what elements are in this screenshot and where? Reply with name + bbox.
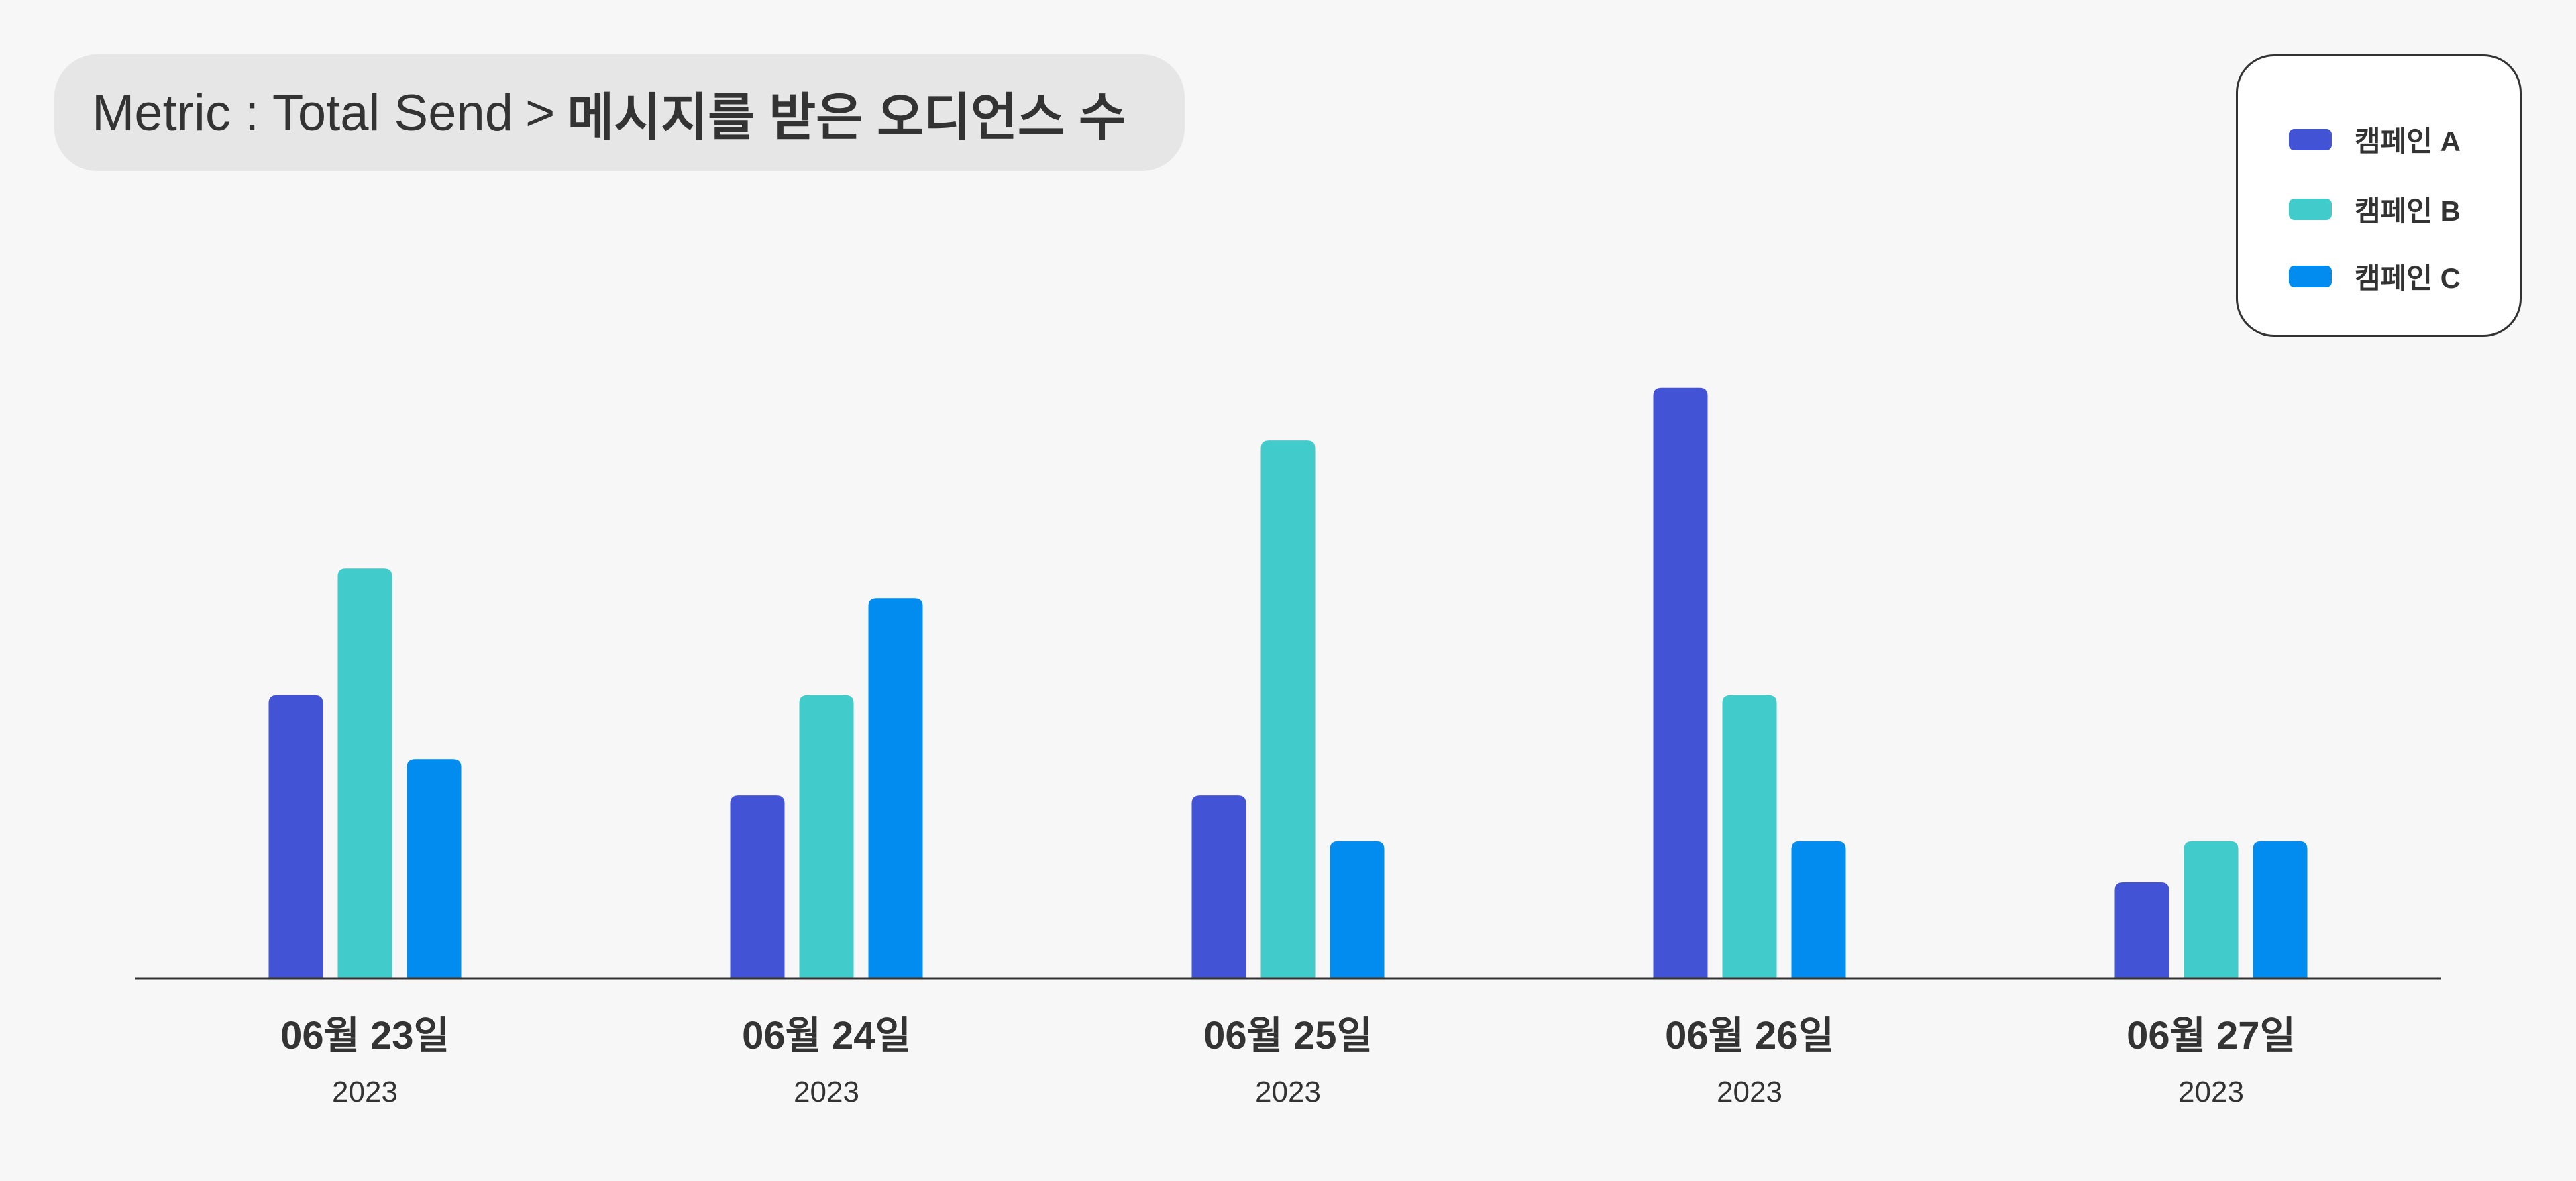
bar-c-3 <box>1330 841 1385 978</box>
x-tick-sublabel: 2023 <box>1717 1076 1782 1109</box>
legend-label-b: 캠페인 B <box>2355 195 2461 227</box>
legend-item-a: 캠페인 A <box>2289 119 2461 160</box>
x-tick-sublabel: 2023 <box>332 1076 398 1109</box>
x-tick-sublabel: 2023 <box>794 1076 859 1109</box>
breadcrumb-separator: > <box>525 84 555 142</box>
x-tick-sublabel: 2023 <box>1255 1076 1321 1109</box>
legend-swatch-c <box>2289 265 2332 287</box>
x-tick-label: 06월 23일 <box>280 1014 449 1058</box>
x-tick-label: 06월 24일 <box>742 1014 911 1058</box>
bar-c-1 <box>407 759 462 978</box>
x-tick-label: 06월 27일 <box>2127 1014 2296 1058</box>
bar-a-5 <box>2114 882 2169 978</box>
bar-a-4 <box>1653 387 1708 978</box>
bar-b-5 <box>2184 841 2239 978</box>
legend-label-c: 캠페인 C <box>2355 262 2461 294</box>
bar-a-3 <box>1191 795 1246 978</box>
bar-a-1 <box>268 695 323 978</box>
bar-a-2 <box>730 795 785 978</box>
bar-b-1 <box>337 568 392 978</box>
bar-c-2 <box>868 598 923 978</box>
legend-swatch-b <box>2289 198 2332 220</box>
legend-item-c: 캠페인 C <box>2289 256 2461 297</box>
bar-b-3 <box>1260 440 1316 978</box>
legend: 캠페인 A 캠페인 B 캠페인 C <box>2236 54 2522 337</box>
bar-c-5 <box>2253 841 2308 978</box>
legend-item-b: 캠페인 B <box>2289 189 2461 229</box>
bar-b-2 <box>799 695 854 978</box>
x-tick-label: 06월 26일 <box>1665 1014 1834 1058</box>
x-tick-sublabel: 2023 <box>2178 1076 2244 1109</box>
bar-c-4 <box>1791 841 1846 978</box>
bar-b-4 <box>1722 695 1777 978</box>
legend-swatch-a <box>2289 128 2332 150</box>
legend-label-a: 캠페인 A <box>2355 125 2461 157</box>
x-tick-label: 06월 25일 <box>1203 1014 1373 1058</box>
metric-sub-label: 메시지를 받은 오디언스 수 <box>567 89 1126 146</box>
metric-label: Metric : Total Send <box>92 84 514 142</box>
metric-title: Metric : Total Send > 메시지를 받은 오디언스 수 <box>54 54 1185 171</box>
